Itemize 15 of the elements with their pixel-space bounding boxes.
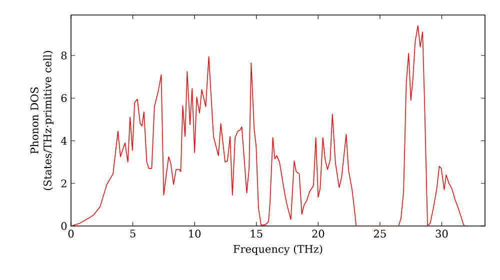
x-tick-label: 0 [68, 230, 74, 238]
x-axis-title: Frequency (THz) [234, 244, 322, 256]
x-tick-label: 30 [436, 230, 448, 238]
x-tick-label: 15 [250, 230, 262, 238]
x-tick-label: 25 [374, 230, 386, 238]
x-tick-label: 10 [189, 230, 201, 238]
x-tick-label: 20 [312, 230, 324, 238]
y-axis-title: Phonon DOS (States/THz·primitive cell) [30, 50, 54, 190]
y-tick-label: 8 [61, 52, 67, 60]
line-series [71, 25, 466, 226]
y-tick-label: 4 [60, 136, 67, 145]
y-tick-label: 2 [61, 179, 66, 188]
y-tick-label: 6 [61, 94, 67, 102]
x-tick-label: 5 [130, 230, 136, 238]
y-tick-label: 0 [61, 222, 67, 230]
